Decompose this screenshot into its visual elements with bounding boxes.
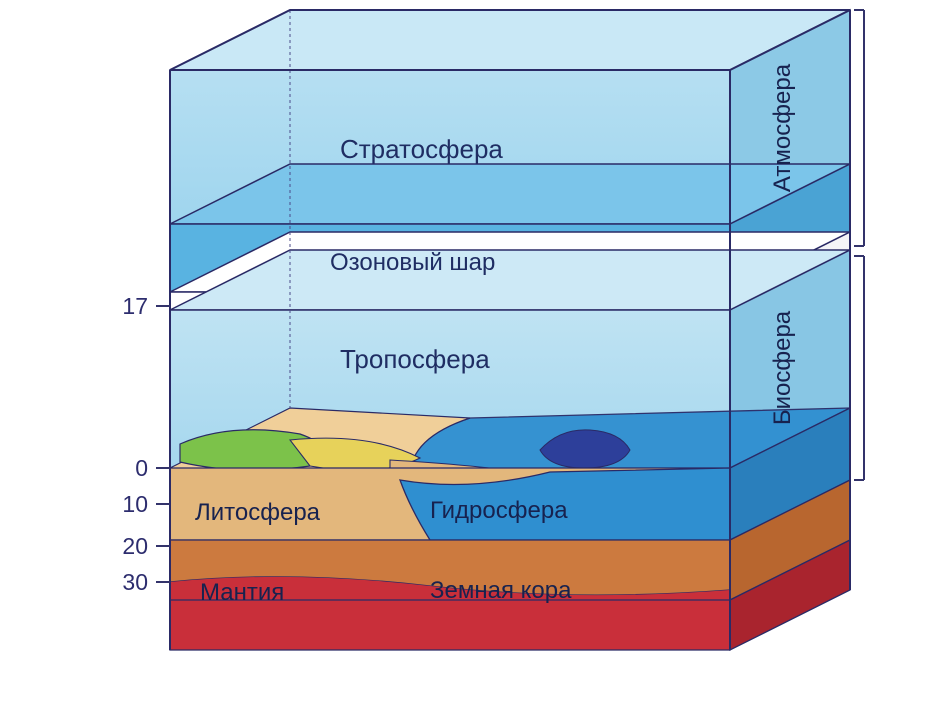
scale-tick: 10 (122, 491, 148, 517)
layer-label-stratosphere: Стратосфера (340, 134, 503, 164)
scale-tick: 20 (122, 533, 148, 559)
layer-label-lithosphere: Литосфера (195, 499, 321, 526)
layer-label-troposphere: Тропосфера (340, 344, 490, 374)
layer-label-mantle: Мантия (200, 579, 284, 606)
diagram-svg: 17 0 10 20 30 Стратосфера Озоновый шар Тропосф… (0, 0, 940, 705)
layer-label-ozone: Озоновый шар (330, 249, 495, 276)
layer-label-hydrosphere: Гидросфера (430, 497, 568, 524)
scale-tick: 17 (122, 293, 148, 319)
scale-tick: 0 (135, 455, 148, 481)
side-label-atmosphere: Атмосфера (769, 63, 796, 192)
side-label-biosphere: Биосфера (769, 310, 796, 425)
earth-spheres-diagram: 17 0 10 20 30 Стратосфера Озоновый шар Тропосф… (0, 0, 940, 705)
scale-tick: 30 (122, 569, 148, 595)
layer-label-crust: Земная кора (430, 577, 572, 604)
